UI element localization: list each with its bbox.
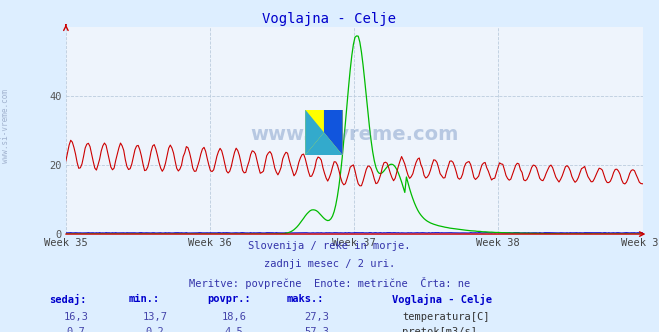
Text: 16,3: 16,3	[63, 312, 88, 322]
Text: povpr.:: povpr.:	[208, 294, 251, 304]
Text: www.si-vreme.com: www.si-vreme.com	[250, 125, 459, 144]
Text: pretok[m3/s]: pretok[m3/s]	[402, 327, 477, 332]
Polygon shape	[305, 110, 324, 155]
Text: 4,5: 4,5	[225, 327, 243, 332]
Polygon shape	[324, 110, 343, 155]
Text: www.si-vreme.com: www.si-vreme.com	[1, 89, 10, 163]
Text: 57,3: 57,3	[304, 327, 329, 332]
Text: Meritve: povprečne  Enote: metrične  Črta: ne: Meritve: povprečne Enote: metrične Črta:…	[189, 277, 470, 289]
Text: Voglajna - Celje: Voglajna - Celje	[262, 12, 397, 26]
Polygon shape	[305, 132, 343, 155]
Text: sedaj:: sedaj:	[49, 294, 87, 305]
Text: zadnji mesec / 2 uri.: zadnji mesec / 2 uri.	[264, 259, 395, 269]
Text: maks.:: maks.:	[287, 294, 324, 304]
Text: 27,3: 27,3	[304, 312, 329, 322]
Text: 13,7: 13,7	[142, 312, 167, 322]
Text: Slovenija / reke in morje.: Slovenija / reke in morje.	[248, 241, 411, 251]
Text: 0,7: 0,7	[67, 327, 85, 332]
Text: 0,2: 0,2	[146, 327, 164, 332]
Text: temperatura[C]: temperatura[C]	[402, 312, 490, 322]
Text: Voglajna - Celje: Voglajna - Celje	[392, 294, 492, 305]
Text: 18,6: 18,6	[221, 312, 246, 322]
Text: min.:: min.:	[129, 294, 159, 304]
